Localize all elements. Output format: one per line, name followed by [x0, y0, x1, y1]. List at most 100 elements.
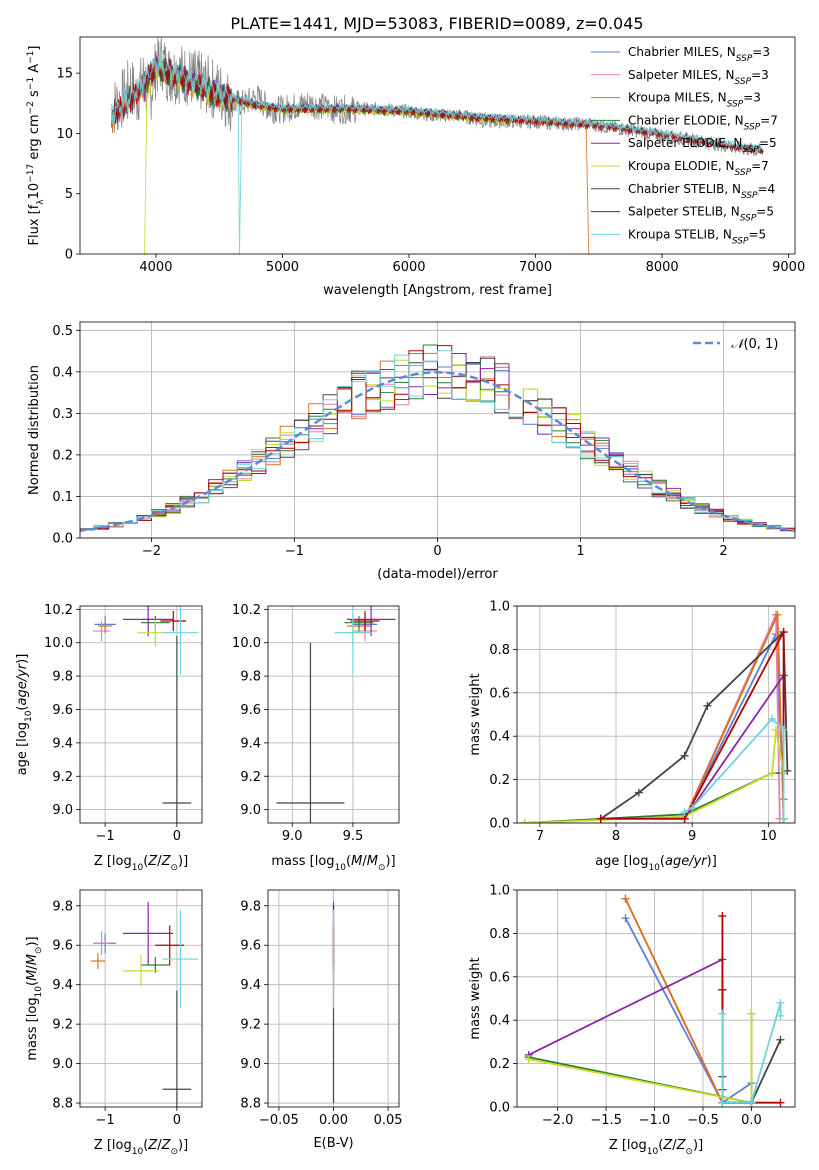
x-tick-label: 6000	[392, 260, 425, 275]
weight-marker	[718, 1098, 727, 1107]
x-tick-label: −0.05	[259, 1113, 299, 1128]
x-tick-label: 0.05	[374, 1113, 403, 1128]
x-tick-label: 9	[688, 829, 696, 844]
y-tick-label: 9.8	[240, 899, 261, 914]
y-tick-label: 9.2	[240, 770, 261, 785]
x-tick-label: −1	[96, 1113, 115, 1128]
y-tick-label: 9.6	[52, 703, 73, 718]
y-tick-label: 0.0	[489, 1101, 510, 1116]
y-tick-label: 9.4	[52, 736, 73, 751]
weight-marker	[747, 1098, 756, 1107]
y-tick-label: 8.8	[52, 1097, 73, 1112]
frame-age-vs-mass	[267, 605, 400, 824]
massweight-vs-age-xlabel: age [log10(age/yr)]	[595, 854, 717, 873]
x-tick-label: 0.0	[741, 1113, 762, 1128]
residuals-ylabel: Normed distribution	[27, 365, 42, 495]
y-tick-label: 8.8	[240, 1097, 261, 1112]
spectrum-ylabel: Flux [fλ10−17 erg cm−2 s−1 A−1]	[26, 46, 46, 246]
errorbar-point	[162, 909, 199, 1009]
weight-marker	[779, 814, 788, 823]
x-tick-label: −2	[142, 544, 161, 559]
weight-marker	[718, 1009, 727, 1018]
weight-line-salpeter-stelib	[600, 631, 785, 820]
errorbar-point	[162, 636, 192, 823]
errorbar-point	[155, 925, 185, 965]
age-vs-Z-xlabel: Z [log10(Z/Z⊙)]	[94, 854, 188, 873]
histogram-chabrier-stelib	[80, 357, 795, 533]
y-tick-label: 9.2	[52, 770, 73, 785]
x-tick-label: −1.0	[639, 1113, 671, 1128]
axes-mass-vs-Z: −1 0 8.8 9.0 9.2 9.4 9.6 9.8	[52, 890, 202, 1128]
weight-marker	[703, 701, 712, 710]
age-vs-Z-ylabel: age [log10(age/yr)]	[15, 654, 34, 776]
weight-marker	[634, 788, 643, 797]
weight-marker	[718, 912, 727, 921]
weight-marker	[776, 1098, 785, 1107]
errorbars-mass-vs-Z	[90, 901, 199, 1107]
model-line-kroupa-stelib	[111, 52, 764, 254]
y-tick-label: 0.0	[52, 532, 73, 547]
mass-vs-Z-ylabel: mass [log10(M/M⊙)]	[25, 936, 44, 1060]
weight-marker	[688, 803, 697, 812]
massweight-vs-Z-ylabel: mass weight	[468, 957, 483, 1039]
y-tick-label: 0.6	[489, 970, 510, 985]
axes-age-vs-mass: 9.0 9.5 9.0 9.2 9.4 9.6 9.8 10.0 10.2	[232, 603, 399, 844]
y-tick-label: 9.8	[52, 899, 73, 914]
weight-marker	[718, 985, 727, 994]
y-tick-label: 1.0	[489, 884, 510, 899]
x-tick-label: 9.0	[282, 829, 303, 844]
axes-massweight-vs-Z: −2.0 −1.5 −1.0 −0.5 0.0 0.0 0.2 0.4 0.6 0.8 1.0	[489, 884, 795, 1128]
x-tick-label: 5000	[266, 260, 299, 275]
mass-vs-EBV-xlabel: E(B-V)	[313, 1136, 353, 1151]
frame-age-vs-Z	[79, 605, 203, 824]
y-tick-label: 1.0	[489, 600, 510, 615]
y-tick-label: 0.8	[489, 643, 510, 658]
y-tick-label: 0.2	[52, 448, 73, 463]
y-tick-label: 5	[65, 187, 73, 202]
y-tick-label: 0.1	[52, 490, 73, 505]
legend-label: Kroupa ELODIE, NSSP=7	[628, 159, 769, 178]
errorbar-point	[90, 953, 106, 969]
y-tick-label: 0	[65, 248, 73, 263]
axes-massweight-vs-age: 7 8 9 10 0.0 0.2 0.4 0.6 0.8 1.0	[489, 600, 795, 844]
y-tick-label: 9.8	[240, 670, 261, 685]
weight-lines-massweight-vs-Z	[524, 894, 785, 1107]
weight-marker	[596, 814, 605, 823]
errorbar-point	[276, 642, 345, 823]
frame-residuals	[79, 321, 796, 539]
x-tick-label: −1	[96, 829, 115, 844]
x-tick-label: 9.5	[343, 829, 364, 844]
y-tick-label: 9.0	[52, 1057, 73, 1072]
weight-marker	[773, 610, 782, 619]
spectrum-legend: Chabrier MILES, NSSP=3 Salpeter MILES, NS…	[591, 45, 778, 246]
axes-spectrum: 4000 5000 6000 7000 8000 9000 0 5 10 15	[56, 67, 805, 275]
x-tick-label: 4000	[139, 260, 172, 275]
legend-label: Chabrier MILES, NSSP=3	[628, 45, 770, 64]
x-tick-label: −0.5	[687, 1113, 719, 1128]
spectrum-lines	[111, 37, 764, 254]
frame-mass-vs-EBV	[267, 889, 400, 1108]
errorbar-point	[344, 616, 374, 630]
weight-line-chabrier-miles	[624, 917, 752, 1105]
normal-reference-curve	[80, 371, 795, 532]
y-tick-label: 9.0	[240, 803, 261, 818]
x-tick-label: 9000	[772, 260, 805, 275]
frame-spectrum	[79, 36, 796, 255]
weight-line-chabrier-elodie	[528, 1013, 753, 1104]
y-tick-label: 9.6	[240, 939, 261, 954]
weight-line-kroupa-elodie	[524, 729, 785, 823]
errorbars-age-vs-Z	[92, 606, 199, 823]
y-tick-label: 15	[56, 67, 73, 82]
errorbars-age-vs-mass	[276, 606, 396, 823]
x-tick-label: −2.0	[542, 1113, 574, 1128]
y-tick-label: 9.8	[52, 670, 73, 685]
weight-marker	[680, 808, 689, 817]
massweight-vs-Z-xlabel: Z [log10(Z/Z⊙)]	[609, 1138, 703, 1157]
weight-marker	[779, 628, 788, 637]
x-tick-label: 2	[719, 544, 727, 559]
frame-massweight-vs-Z	[516, 889, 796, 1108]
weight-marker	[680, 751, 689, 760]
x-tick-label: 8000	[646, 260, 679, 275]
weight-line-salpeter-miles	[624, 898, 752, 1104]
